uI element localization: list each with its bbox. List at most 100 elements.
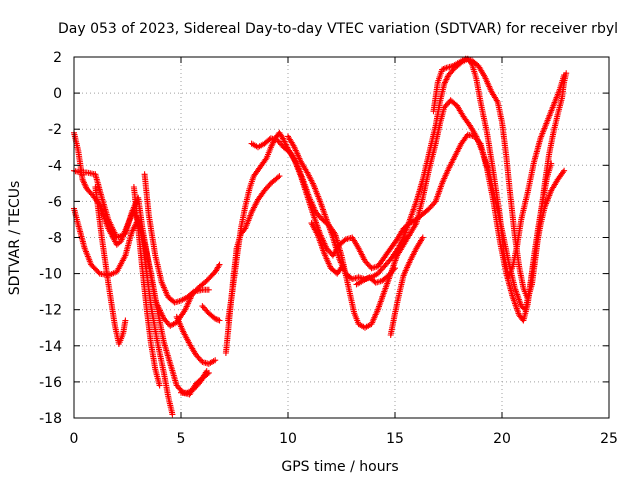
data-point (201, 361, 204, 363)
data-point (94, 186, 97, 188)
data-point (169, 325, 172, 327)
data-point (507, 276, 510, 279)
data-point (162, 317, 165, 320)
data-point (383, 290, 386, 293)
data-point (90, 263, 93, 266)
data-point (175, 384, 178, 387)
data-series-track-13 (285, 55, 568, 282)
data-point (539, 214, 542, 217)
data-point (186, 296, 189, 298)
data-point (503, 254, 506, 257)
data-point (133, 186, 135, 188)
data-point (162, 371, 165, 374)
data-point (259, 166, 262, 169)
data-point (415, 200, 418, 203)
data-point (143, 173, 146, 176)
data-point (486, 131, 488, 134)
chart-title: Day 053 of 2023, Sidereal Day-to-day VTE… (58, 21, 618, 37)
data-point (511, 265, 514, 268)
data-point (201, 288, 204, 291)
data-point (323, 252, 326, 255)
data-point (83, 247, 86, 250)
data-point (150, 305, 152, 307)
data-point (115, 270, 118, 273)
data-point (214, 359, 217, 362)
data-point (150, 343, 152, 345)
data-point (308, 196, 311, 199)
data-point (490, 90, 493, 93)
data-point (445, 66, 448, 69)
data-point (475, 77, 478, 80)
data-point (227, 319, 229, 322)
data-point (357, 323, 360, 326)
data-point (186, 391, 189, 394)
data-point (120, 240, 122, 243)
data-point (449, 99, 452, 102)
data-point (325, 218, 328, 221)
data-point (481, 151, 484, 154)
data-point (501, 121, 503, 123)
data-point (278, 131, 281, 134)
series-markers (387, 234, 426, 338)
data-point (434, 200, 437, 203)
data-point (546, 121, 548, 123)
data-point (218, 319, 221, 322)
data-point (526, 297, 529, 300)
data-point (421, 236, 424, 239)
data-point (552, 104, 555, 107)
data-point (225, 352, 227, 354)
y-axis-label: SDTVAR / TECUs (7, 181, 23, 296)
data-point (389, 334, 392, 336)
data-point (376, 272, 379, 275)
data-point (458, 61, 461, 64)
data-point (160, 281, 163, 284)
data-point (409, 232, 411, 235)
data-point (332, 236, 334, 239)
data-point (192, 388, 195, 391)
data-point (522, 319, 525, 322)
x-tick-label: 10 (279, 431, 297, 447)
data-point (85, 171, 88, 174)
y-tick-label: -10 (39, 267, 62, 283)
data-point (396, 238, 399, 241)
data-point (561, 97, 563, 100)
data-point (439, 101, 441, 104)
data-point (100, 196, 103, 199)
data-point (293, 146, 296, 149)
data-point (398, 292, 401, 295)
data-point (556, 178, 559, 181)
data-point (441, 68, 443, 71)
data-point (336, 272, 339, 275)
data-point (387, 274, 390, 277)
data-point (278, 175, 281, 178)
y-tick-label: -14 (39, 339, 62, 355)
data-point (295, 162, 298, 165)
data-point (214, 317, 217, 320)
data-point (180, 391, 182, 394)
data-point (421, 213, 424, 215)
data-point (182, 330, 185, 333)
x-tick-label: 5 (177, 431, 186, 447)
data-point (338, 258, 341, 261)
data-point (344, 238, 347, 241)
data-point (201, 305, 204, 307)
data-series-track-7 (173, 313, 219, 367)
data-point (130, 231, 133, 233)
data-point (299, 160, 302, 163)
data-point (218, 263, 221, 266)
data-point (344, 272, 347, 275)
data-point (533, 160, 535, 163)
data-point (329, 267, 332, 270)
y-tick-label: -8 (48, 231, 62, 247)
data-point (287, 135, 289, 138)
data-point (469, 124, 471, 127)
data-point (289, 151, 292, 154)
data-point (357, 276, 360, 279)
data-point (94, 173, 97, 176)
data-point (471, 63, 473, 66)
data-point (565, 72, 568, 75)
y-tick-label: -2 (48, 122, 62, 138)
series-markers (430, 55, 570, 302)
data-point (98, 272, 101, 275)
data-point (471, 59, 473, 62)
